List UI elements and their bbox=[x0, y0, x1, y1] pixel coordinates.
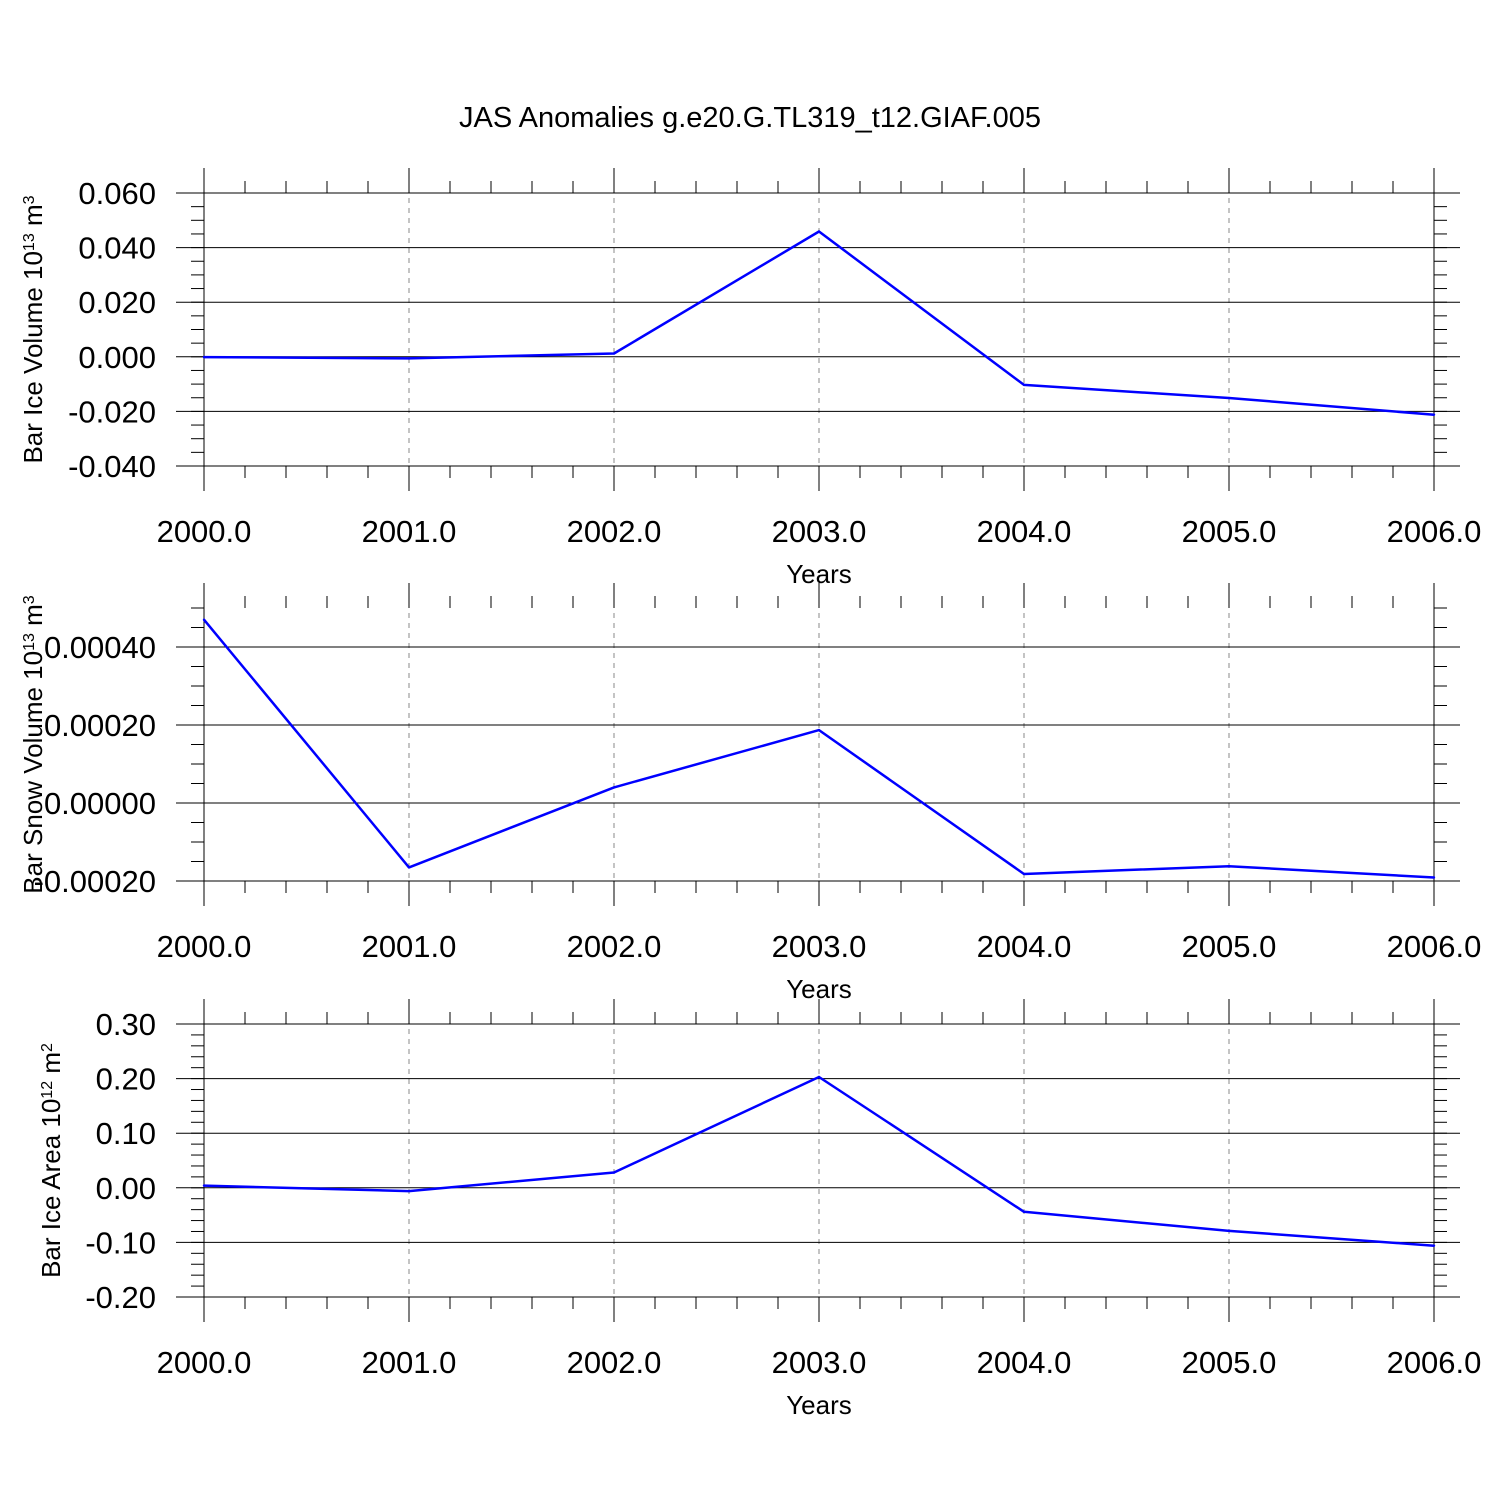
y-tick-label: 0.00000 bbox=[44, 786, 156, 821]
data-point bbox=[407, 357, 411, 360]
data-point bbox=[202, 618, 206, 621]
series-line bbox=[203, 618, 1435, 879]
data-point bbox=[1227, 864, 1231, 868]
y-axis-label-superscript: 3 bbox=[21, 595, 38, 604]
x-tick-label: 2004.0 bbox=[977, 929, 1072, 964]
x-tick-label: 2000.0 bbox=[157, 514, 252, 549]
x-tick-label: 2001.0 bbox=[362, 514, 457, 549]
y-tick-label: -0.10 bbox=[85, 1225, 156, 1260]
x-tick-label: 2005.0 bbox=[1182, 514, 1277, 549]
data-point bbox=[202, 1184, 206, 1187]
y-axis-label-superscript: 12 bbox=[39, 1081, 56, 1099]
data-point bbox=[407, 866, 411, 869]
y-tick-label: -0.040 bbox=[68, 449, 156, 484]
y-tick-label: 0.040 bbox=[78, 231, 156, 266]
y-axis-label-superscript: 3 bbox=[21, 195, 38, 204]
y-tick-label: 0.00 bbox=[96, 1171, 156, 1206]
x-tick-label: 2003.0 bbox=[772, 514, 867, 549]
x-tick-label: 2004.0 bbox=[977, 514, 1072, 549]
y-tick-label: -0.020 bbox=[68, 394, 156, 429]
y-tick-label: 0.20 bbox=[96, 1062, 156, 1097]
y-axis-label-part: m bbox=[18, 604, 48, 633]
data-point bbox=[817, 728, 821, 732]
data-point bbox=[1022, 1210, 1026, 1214]
x-tick-label: 2002.0 bbox=[567, 514, 662, 549]
y-tick-label: 0.30 bbox=[96, 1007, 156, 1042]
y-axis-label-superscript: 13 bbox=[21, 633, 38, 651]
data-point bbox=[1022, 383, 1026, 387]
data-point bbox=[1227, 1229, 1231, 1233]
y-tick-label: -0.00020 bbox=[34, 864, 156, 899]
y-axis-label: Bar Snow Volume 1013 m3 bbox=[18, 595, 48, 894]
x-tick-label: 2003.0 bbox=[772, 929, 867, 964]
x-tick-label: 2003.0 bbox=[772, 1345, 867, 1380]
y-tick-label: 0.00040 bbox=[44, 630, 156, 665]
y-tick-label: 0.000 bbox=[78, 340, 156, 375]
x-tick-label: 2002.0 bbox=[567, 929, 662, 964]
y-axis-label-part: Bar Ice Volume 10 bbox=[18, 251, 48, 463]
x-tick-label: 2000.0 bbox=[157, 1345, 252, 1380]
data-point bbox=[202, 355, 206, 359]
y-axis-label-part: Bar Ice Area 10 bbox=[36, 1099, 66, 1278]
y-tick-label: 0.10 bbox=[96, 1116, 156, 1151]
data-point bbox=[817, 230, 821, 233]
y-tick-label: 0.060 bbox=[78, 176, 156, 211]
y-tick-label: 0.020 bbox=[78, 285, 156, 320]
x-tick-label: 2006.0 bbox=[1387, 929, 1482, 964]
x-tick-label: 2006.0 bbox=[1387, 1345, 1482, 1380]
y-axis-label-part: m bbox=[18, 204, 48, 233]
data-point bbox=[1022, 872, 1026, 876]
data-point bbox=[1432, 1244, 1436, 1247]
x-tick-label: 2004.0 bbox=[977, 1345, 1072, 1380]
y-axis-label-superscript: 13 bbox=[21, 233, 38, 251]
data-point bbox=[1227, 396, 1231, 400]
data-point bbox=[407, 1189, 411, 1193]
y-tick-label: 0.00020 bbox=[44, 708, 156, 743]
y-axis-label-superscript: 2 bbox=[39, 1043, 56, 1052]
x-tick-label: 2001.0 bbox=[362, 1345, 457, 1380]
x-axis-label: Years bbox=[786, 1390, 852, 1420]
x-tick-label: 2005.0 bbox=[1182, 929, 1277, 964]
x-tick-label: 2006.0 bbox=[1387, 514, 1482, 549]
data-point bbox=[817, 1075, 821, 1079]
x-tick-label: 2001.0 bbox=[362, 929, 457, 964]
y-axis-label-part: m bbox=[36, 1052, 66, 1081]
y-axis-label-part: Bar Snow Volume 10 bbox=[18, 651, 48, 894]
data-point bbox=[612, 786, 616, 789]
x-tick-label: 2002.0 bbox=[567, 1345, 662, 1380]
x-tick-label: 2000.0 bbox=[157, 929, 252, 964]
data-point bbox=[1432, 876, 1436, 879]
data-point bbox=[612, 352, 616, 355]
data-point bbox=[1432, 413, 1436, 416]
figure-title: JAS Anomalies g.e20.G.TL319_t12.GIAF.005 bbox=[459, 102, 1041, 134]
data-point bbox=[612, 1171, 616, 1174]
y-axis-label: Bar Ice Volume 1013 m3 bbox=[18, 195, 48, 463]
x-tick-label: 2005.0 bbox=[1182, 1345, 1277, 1380]
y-tick-label: -0.20 bbox=[85, 1280, 156, 1315]
y-axis-label: Bar Ice Area 1012 m2 bbox=[36, 1043, 66, 1278]
